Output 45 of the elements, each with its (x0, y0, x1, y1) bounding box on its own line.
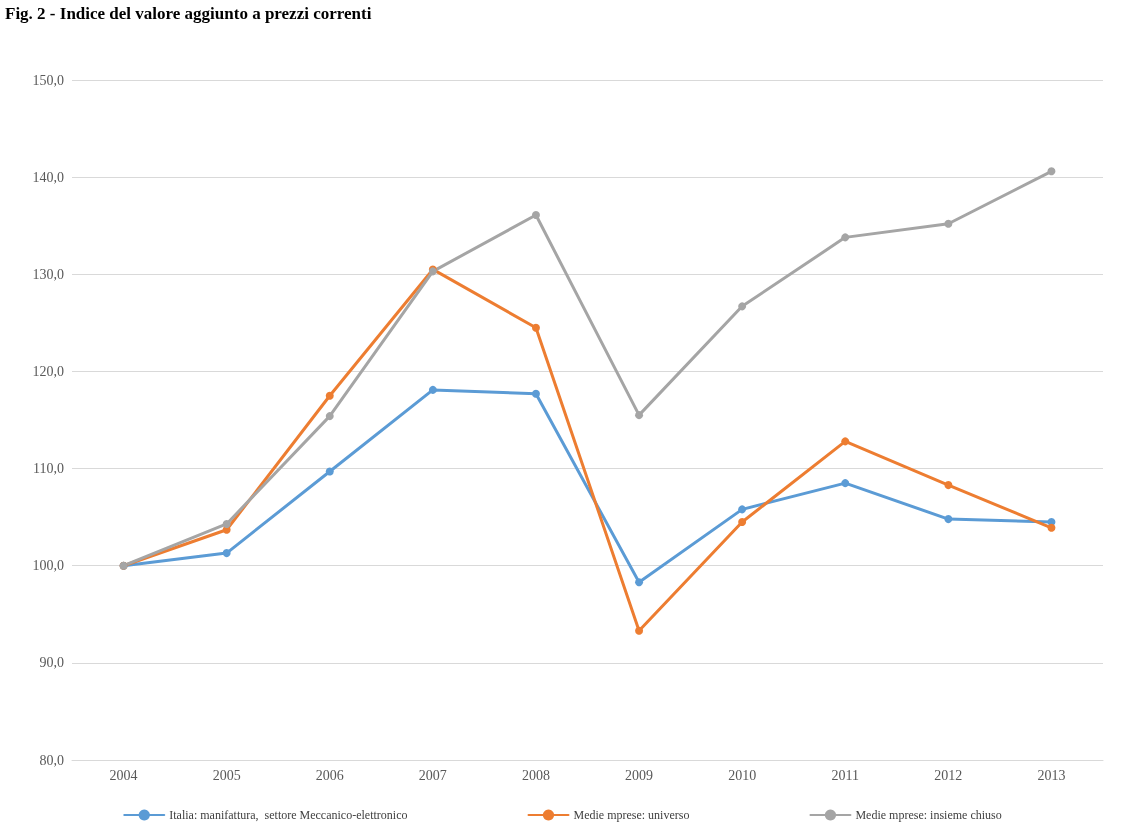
legend-label: Italia: manifattura, settore Meccanico-elettronico (169, 808, 408, 822)
point (944, 481, 953, 490)
point (944, 219, 953, 228)
x-tick-label: 2008 (521, 767, 550, 783)
x-tick-label: 2010 (728, 767, 757, 783)
x-tick-label: 2004 (109, 767, 138, 783)
point (635, 411, 644, 420)
y-tick-label: 110,0 (33, 461, 64, 477)
point (531, 323, 540, 332)
point (325, 412, 334, 421)
legend-label: Medie mprese: universo (573, 808, 690, 822)
x-tick-label: 2009 (625, 767, 654, 783)
point (635, 626, 644, 635)
x-tick-label: 2012 (934, 767, 963, 783)
x-tick-label: 2005 (212, 767, 241, 783)
x-tick-label: 2007 (418, 767, 447, 783)
y-tick-label: 100,0 (32, 558, 64, 574)
point (1047, 523, 1056, 532)
y-tick-label: 140,0 (32, 169, 64, 185)
point (531, 211, 540, 220)
x-tick-label: 2013 (1037, 767, 1066, 783)
point (738, 505, 747, 514)
point (738, 302, 747, 311)
legend-label: Medie mprese: insieme chiuso (855, 808, 1002, 822)
x-tick-label: 2006 (315, 767, 344, 783)
point (841, 233, 850, 242)
point (325, 391, 334, 400)
y-tick-label: 150,0 (32, 72, 64, 88)
point (325, 467, 334, 476)
point (428, 385, 437, 394)
y-tick-label: 130,0 (32, 266, 64, 282)
point (531, 389, 540, 398)
point (1047, 167, 1056, 176)
y-tick-label: 120,0 (32, 363, 64, 379)
point (738, 518, 747, 526)
chart-title: Fig. 2 - Indice del valore aggiunto a prezzi correnti (5, 4, 372, 23)
point (635, 578, 644, 587)
point (222, 519, 231, 528)
x-tick-label: 2011 (831, 767, 859, 783)
y-tick-label: 80,0 (39, 752, 64, 768)
point (841, 479, 850, 488)
y-tick-label: 90,0 (39, 655, 64, 671)
point (841, 437, 850, 446)
point (222, 549, 231, 558)
point (944, 515, 953, 524)
